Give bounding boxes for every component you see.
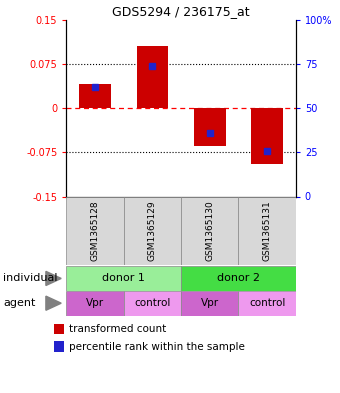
Bar xyxy=(124,291,181,316)
Bar xyxy=(79,84,111,108)
Bar xyxy=(238,291,296,316)
Title: GDS5294 / 236175_at: GDS5294 / 236175_at xyxy=(112,6,250,18)
Bar xyxy=(251,108,283,164)
Text: GSM1365130: GSM1365130 xyxy=(205,200,214,261)
Polygon shape xyxy=(46,296,61,310)
Text: donor 2: donor 2 xyxy=(217,274,260,283)
Text: individual: individual xyxy=(3,274,58,283)
Text: GSM1365128: GSM1365128 xyxy=(90,200,100,261)
Bar xyxy=(66,266,181,291)
Bar xyxy=(181,266,296,291)
Bar xyxy=(54,342,64,352)
Text: control: control xyxy=(134,298,171,308)
Bar xyxy=(137,46,168,108)
Text: percentile rank within the sample: percentile rank within the sample xyxy=(69,342,245,352)
Text: Vpr: Vpr xyxy=(86,298,104,308)
Bar xyxy=(66,196,124,265)
Text: agent: agent xyxy=(3,298,36,308)
Bar xyxy=(124,196,181,265)
Text: transformed count: transformed count xyxy=(69,324,166,334)
Bar xyxy=(194,108,225,147)
Text: control: control xyxy=(249,298,285,308)
Bar xyxy=(238,196,296,265)
Bar xyxy=(181,291,238,316)
Text: Vpr: Vpr xyxy=(201,298,219,308)
Text: GSM1365131: GSM1365131 xyxy=(262,200,272,261)
Bar xyxy=(66,291,124,316)
Bar xyxy=(54,324,64,334)
Polygon shape xyxy=(46,271,61,285)
Text: GSM1365129: GSM1365129 xyxy=(148,200,157,261)
Bar xyxy=(181,196,238,265)
Text: donor 1: donor 1 xyxy=(102,274,145,283)
